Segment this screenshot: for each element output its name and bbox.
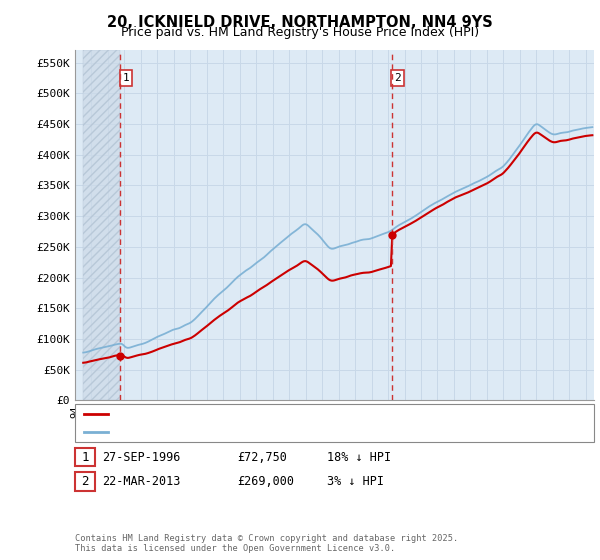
Text: 27-SEP-1996: 27-SEP-1996 bbox=[102, 451, 181, 464]
Text: 2: 2 bbox=[394, 73, 401, 83]
Text: 22-MAR-2013: 22-MAR-2013 bbox=[102, 475, 181, 488]
Text: 1: 1 bbox=[123, 73, 130, 83]
Text: Contains HM Land Registry data © Crown copyright and database right 2025.
This d: Contains HM Land Registry data © Crown c… bbox=[75, 534, 458, 553]
Text: HPI: Average price, detached house, West Northamptonshire: HPI: Average price, detached house, West… bbox=[112, 427, 469, 437]
Bar bbox=[83, 50, 121, 400]
Text: 3% ↓ HPI: 3% ↓ HPI bbox=[327, 475, 384, 488]
Text: 20, ICKNIELD DRIVE, NORTHAMPTON, NN4 9YS: 20, ICKNIELD DRIVE, NORTHAMPTON, NN4 9YS bbox=[107, 15, 493, 30]
Text: £72,750: £72,750 bbox=[237, 451, 287, 464]
Text: 20, ICKNIELD DRIVE, NORTHAMPTON, NN4 9YS (detached house): 20, ICKNIELD DRIVE, NORTHAMPTON, NN4 9YS… bbox=[112, 409, 469, 419]
Text: Price paid vs. HM Land Registry's House Price Index (HPI): Price paid vs. HM Land Registry's House … bbox=[121, 26, 479, 39]
Text: £269,000: £269,000 bbox=[237, 475, 294, 488]
Text: 18% ↓ HPI: 18% ↓ HPI bbox=[327, 451, 391, 464]
Text: 1: 1 bbox=[81, 451, 89, 464]
Bar bbox=[83, 50, 121, 400]
Text: 2: 2 bbox=[81, 475, 89, 488]
